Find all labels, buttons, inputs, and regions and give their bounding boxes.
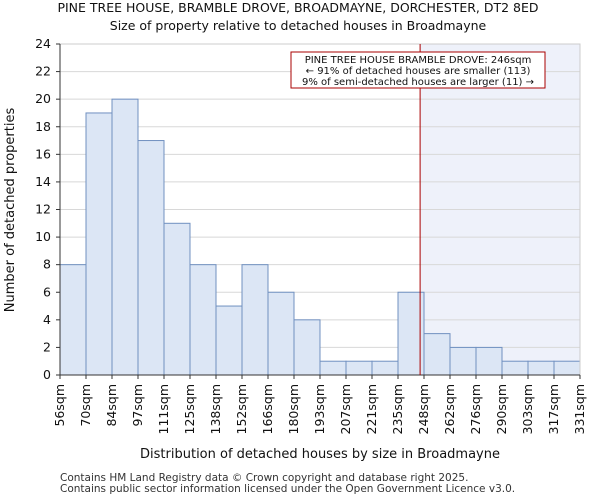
footer-licence: Contains public sector information licen… — [60, 483, 516, 495]
x-tick-label: 152sqm — [234, 384, 249, 434]
y-tick-label: 16 — [35, 146, 51, 161]
x-tick-label: 276sqm — [468, 384, 483, 434]
bar — [501, 360, 529, 376]
x-tick-label: 193sqm — [312, 384, 327, 434]
x-tick-label: 70sqm — [78, 384, 93, 427]
x-tick-label: 97sqm — [130, 384, 145, 427]
bar — [553, 360, 581, 376]
x-axis-label: Distribution of detached houses by size … — [140, 447, 500, 462]
y-tick-label: 24 — [35, 36, 51, 51]
y-tick-label: 18 — [35, 119, 51, 134]
y-tick-label: 10 — [35, 229, 51, 244]
annotation-box — [290, 51, 546, 89]
x-tick-label: 317sqm — [546, 384, 561, 434]
y-tick-label: 4 — [43, 312, 51, 327]
chart-subtitle: Size of property relative to detached ho… — [110, 18, 487, 33]
x-tick-label: 56sqm — [52, 384, 67, 427]
bar — [371, 360, 399, 376]
x-tick-label: 166sqm — [260, 384, 275, 434]
x-tick-label: 138sqm — [208, 384, 223, 434]
bar — [189, 264, 217, 376]
x-tick-label: 111sqm — [156, 384, 171, 434]
bar — [267, 291, 295, 376]
annotation-line: 9% of semi-detached houses are larger (1… — [302, 77, 534, 88]
bar — [215, 305, 243, 376]
x-tick-label: 303sqm — [520, 384, 535, 434]
y-tick-label: 12 — [35, 202, 51, 217]
bar — [293, 319, 321, 376]
bar — [423, 333, 451, 376]
y-tick-label: 6 — [43, 284, 51, 299]
bar — [345, 360, 373, 376]
bar — [319, 360, 347, 376]
x-tick-label: 262sqm — [442, 384, 457, 434]
x-tick-label: 207sqm — [338, 384, 353, 434]
y-tick-label: 20 — [35, 91, 51, 106]
bar — [59, 264, 87, 376]
x-tick-label: 125sqm — [182, 384, 197, 434]
x-tick-label: 235sqm — [390, 384, 405, 434]
x-tick-label: 180sqm — [286, 384, 301, 434]
annotation-line: PINE TREE HOUSE BRAMBLE DROVE: 246sqm — [305, 55, 532, 66]
bar — [85, 112, 113, 376]
bar — [449, 346, 477, 376]
x-tick-label: 290sqm — [494, 384, 509, 434]
y-tick-label: 14 — [35, 174, 51, 189]
y-tick-label: 22 — [35, 64, 51, 79]
y-tick-label: 0 — [43, 367, 51, 382]
chart-title: PINE TREE HOUSE, BRAMBLE DROVE, BROADMAY… — [57, 0, 538, 15]
x-tick-label: 84sqm — [104, 384, 119, 427]
x-tick-label: 248sqm — [416, 384, 431, 434]
bar — [241, 264, 269, 376]
bar — [163, 222, 191, 376]
footer-copyright: Contains HM Land Registry data © Crown c… — [60, 472, 469, 484]
bar — [475, 346, 503, 376]
y-tick-label: 8 — [43, 257, 51, 272]
annotation-line: ← 91% of detached houses are smaller (11… — [306, 66, 531, 77]
y-axis-label: Number of detached properties — [3, 108, 18, 313]
y-tick-label: 2 — [43, 339, 51, 354]
x-tick-label: 221sqm — [364, 384, 379, 434]
bar — [111, 98, 139, 376]
bar — [137, 140, 165, 376]
x-tick-label: 331sqm — [572, 384, 587, 434]
bar — [527, 360, 555, 376]
